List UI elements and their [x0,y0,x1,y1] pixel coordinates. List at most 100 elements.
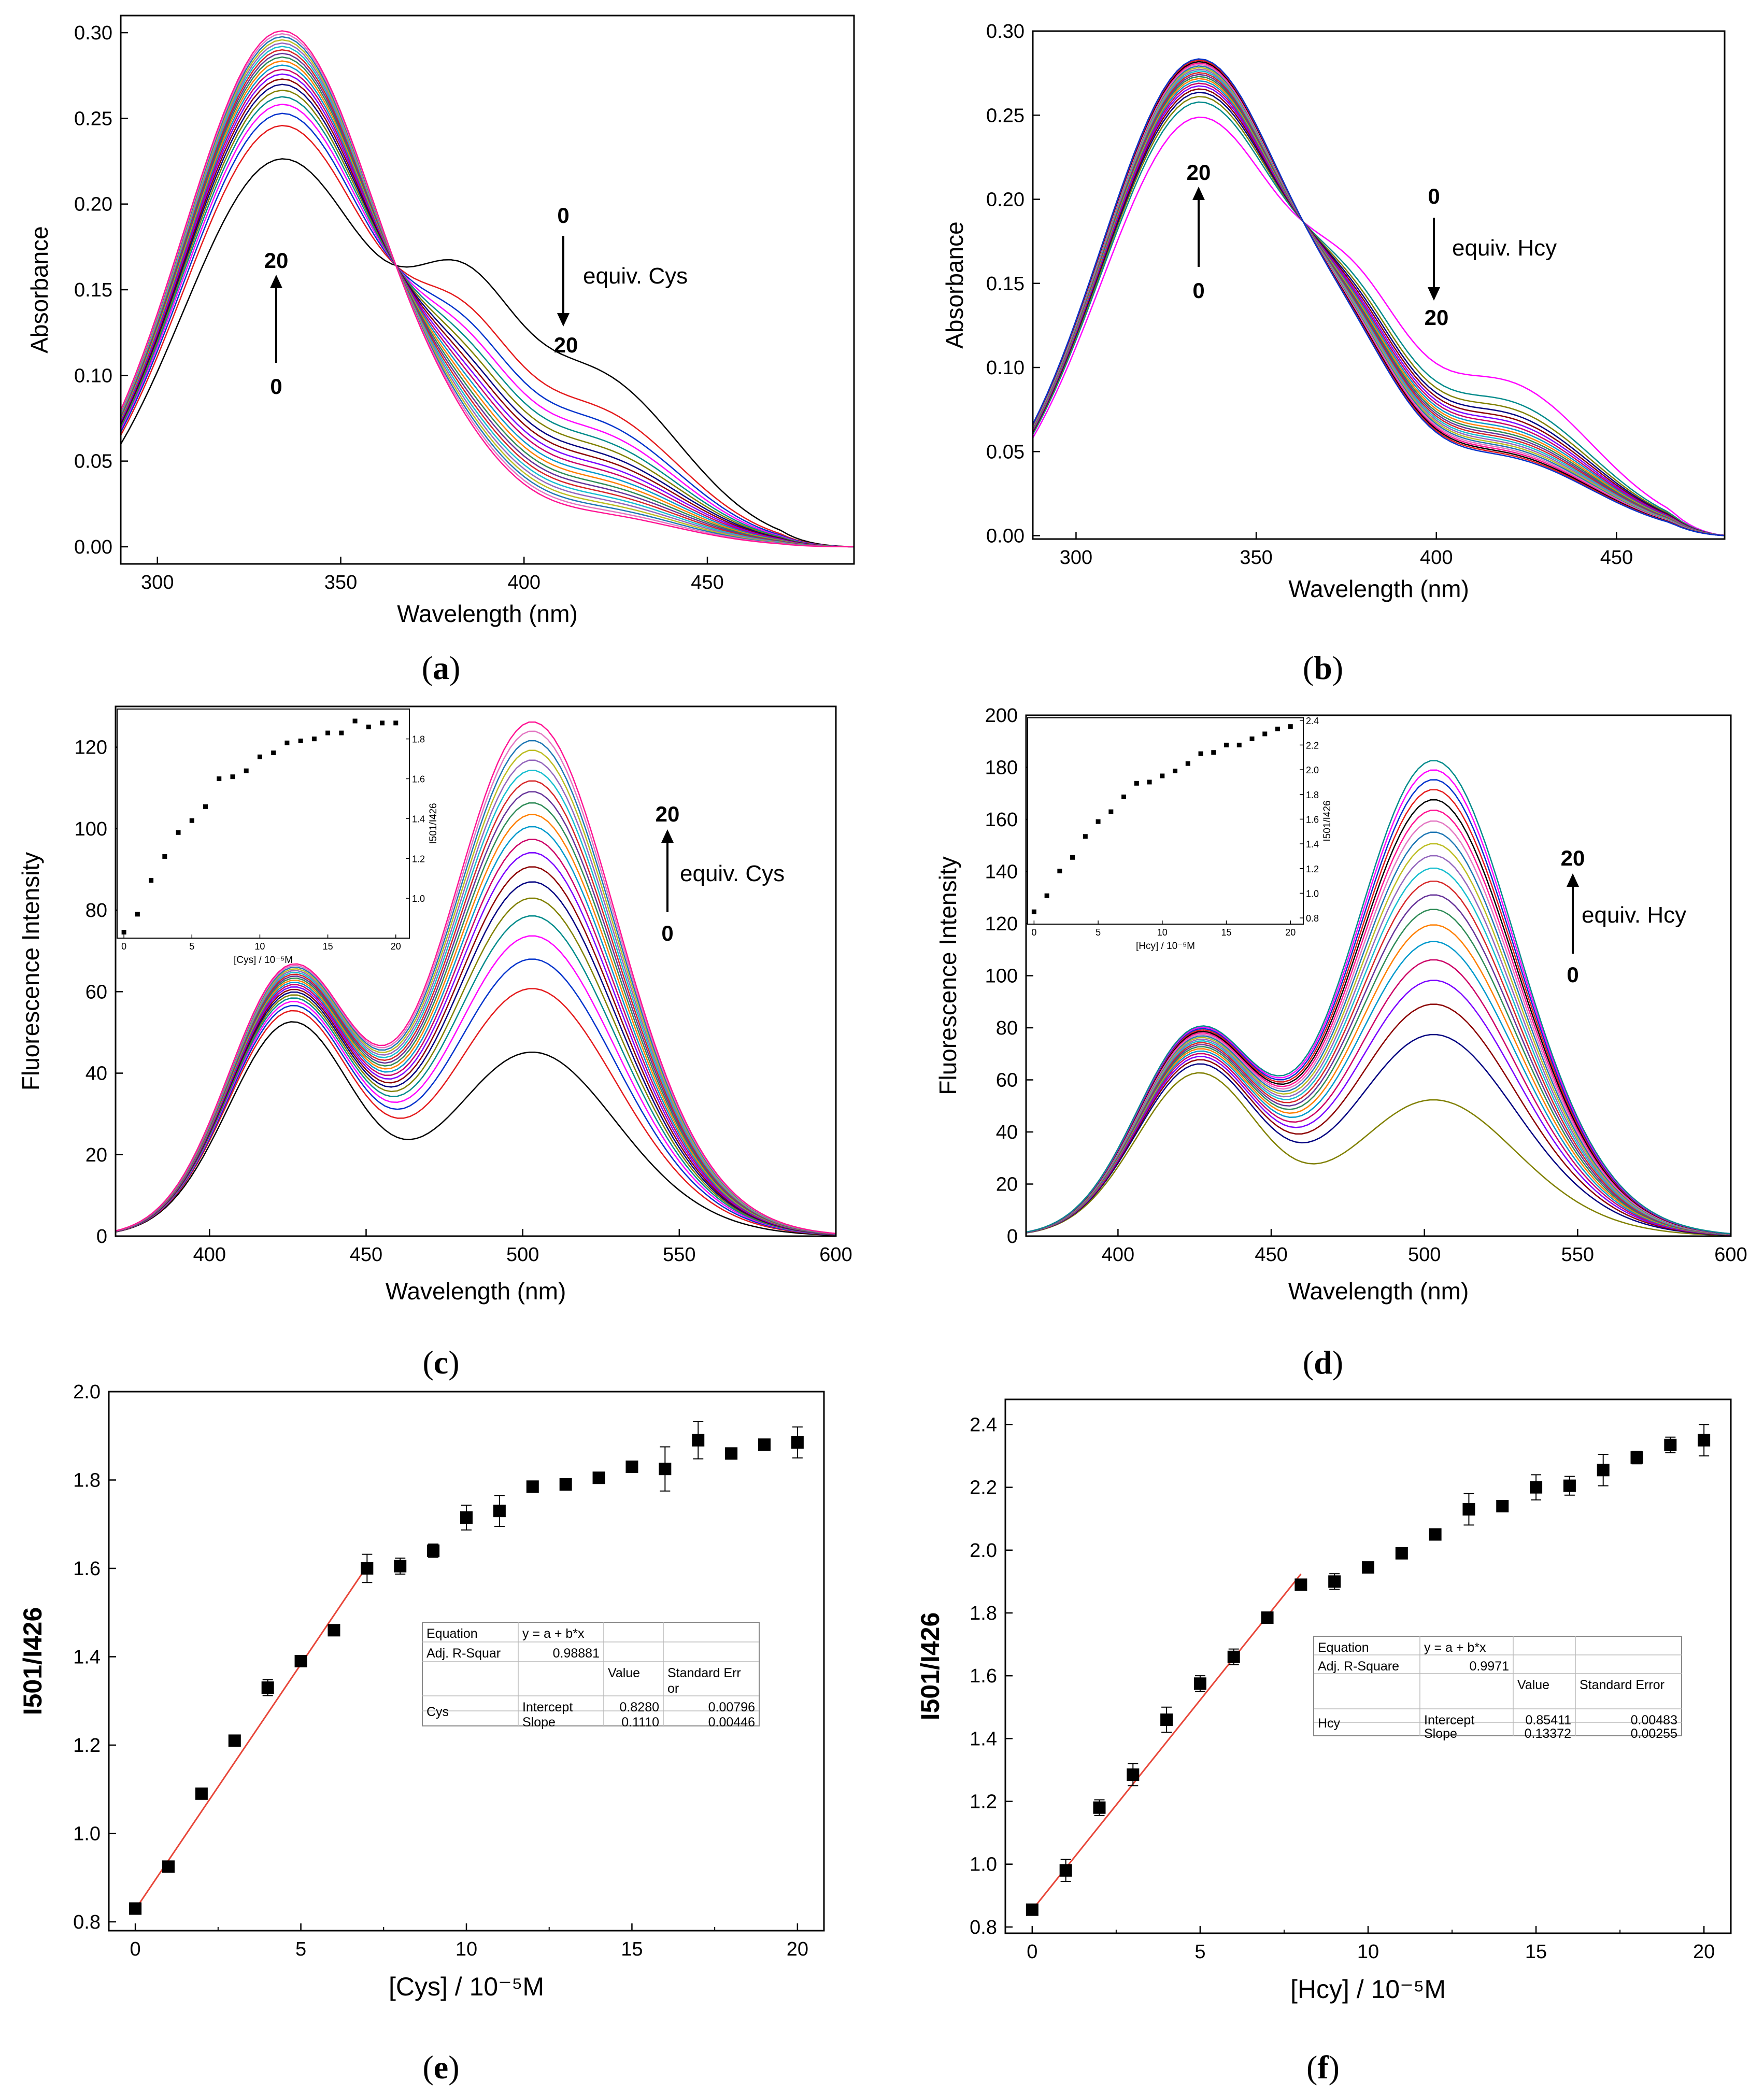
inset-data-point [284,740,290,745]
y-tick-label: 180 [985,757,1018,779]
spectrum-line [120,33,855,548]
inset-x-tick-label: 5 [189,941,194,952]
y-tick-label: 0.15 [986,273,1025,295]
x-axis-label: Wavelength (nm) [1288,575,1469,602]
x-tick-label: 20 [1693,1941,1715,1963]
spectrum-line [120,124,855,548]
plot-frame [115,705,837,1237]
equiv-label: equiv. Hcy [1582,902,1686,928]
panel-d-fluorescence-hcy: 400 450 500 550 6000204060801001201401601802… [934,705,1747,1305]
data-point [1362,1561,1374,1574]
fit-table-cell: Slope [522,1715,556,1730]
inset-y-axis-label: I501/I426 [1322,800,1333,841]
inset-y-tick-label: 1.0 [412,894,425,904]
x-tick-label: 20 [787,1938,808,1960]
fit-table-cell: 0.00483 [1631,1713,1677,1727]
y-tick-label: 0.00 [986,526,1025,547]
fit-table-cell: Slope [1424,1726,1457,1741]
y-tick-label: 1.4 [73,1646,101,1668]
data-point [1496,1500,1509,1512]
inset-plot-frame [1027,717,1304,925]
inset-data-point [1262,731,1268,737]
fit-table-cell: Intercept [522,1700,573,1715]
data-point [493,1505,506,1518]
inset-y-tick-label: 1.8 [412,734,425,745]
inset-x-tick-label: 5 [1096,927,1101,938]
fit-table-cell: y = a + b*x [522,1626,585,1641]
data-point [659,1463,672,1476]
spectrum-line [120,30,854,548]
y-tick-label: 0.25 [74,108,112,130]
inset-x-tick-label: 20 [391,941,401,952]
spectrum-line [1032,82,1725,536]
spectrum-line [115,897,836,1235]
x-axis-label: [Hcy] / 10⁻⁵M [1290,1975,1446,2004]
panel-label-d: (d) [1303,1344,1343,1381]
x-tick-label: 600 [819,1244,852,1266]
inset-data-point [1198,751,1203,756]
inset-y-tick-label: 1.0 [1306,888,1319,899]
inset-y-tick-label: 1.6 [1306,814,1319,825]
spectrum-line [115,988,836,1236]
x-tick-label: 350 [324,572,357,593]
y-tick-label: 0.30 [74,22,112,44]
x-tick-label: 0 [1027,1941,1037,1963]
y-tick-label: 1.6 [970,1665,997,1687]
data-point [1630,1451,1643,1464]
fit-table-cell: 0.00446 [708,1715,755,1730]
fit-table-cell: 0.98881 [553,1646,600,1661]
x-tick-label: 350 [1240,547,1272,569]
inset-data-point [1134,781,1139,786]
spectrum-line [120,73,855,548]
spectrum-line [120,158,855,548]
inset-background [117,709,409,938]
spectrum-line [1032,61,1725,536]
y-tick-label: 0.05 [986,441,1025,463]
arrow-top-label: 0 [557,203,569,228]
inset-data-point [121,929,126,934]
data-point [1294,1578,1307,1591]
y-tick-label: 20 [86,1144,107,1166]
inset-data-point [1275,726,1281,731]
y-tick-label: 1.2 [73,1735,101,1757]
x-tick-label: 10 [456,1938,477,1960]
fit-table [422,1622,760,1726]
inset-x-tick-label: 10 [254,941,265,952]
inset-data-point [1173,768,1178,773]
spectrum-line [1032,59,1725,536]
inset-data-point [393,720,399,726]
fit-table-cell: Standard Err [667,1666,741,1680]
spectrum-line [115,958,836,1236]
y-tick-label: 2.0 [73,1381,101,1403]
y-tick-label: 0.8 [970,1917,997,1938]
spectrum-line [1032,91,1725,536]
data-point [261,1681,274,1694]
fit-table-cell: Intercept [1424,1713,1474,1727]
spectrum-line [1026,941,1731,1236]
spectrum-line [120,52,855,548]
inset-data-point [352,718,358,724]
arrow-up-head [270,275,282,288]
spectrum-line [120,64,855,548]
y-tick-label: 60 [996,1070,1018,1092]
y-tick-label: 60 [86,981,107,1003]
data-point [1160,1713,1173,1726]
data-point [294,1655,307,1667]
x-tick-label: 300 [1060,547,1092,569]
inset-data-point [1236,742,1242,747]
arrow-down-head [557,313,570,327]
inset-data-point [230,774,235,780]
inset-data-point [257,754,262,759]
data-point [758,1438,771,1451]
spectrum-line [1032,101,1725,536]
inset-y-tick-label: 0.8 [1306,913,1319,924]
data-point [1328,1575,1341,1588]
inset-data-point [1224,742,1229,747]
spectrum-line [1026,894,1731,1235]
data-point [328,1624,340,1637]
spectrum-line [115,935,836,1236]
panel-b-absorbance-hcy: 300 350 400 450 0.00 0.05 0.10 0.15 0.20 0.25 0.30… [941,21,1726,602]
inset-data-point [1031,909,1036,914]
spectrum-line [1026,980,1731,1236]
data-point [1127,1768,1140,1781]
